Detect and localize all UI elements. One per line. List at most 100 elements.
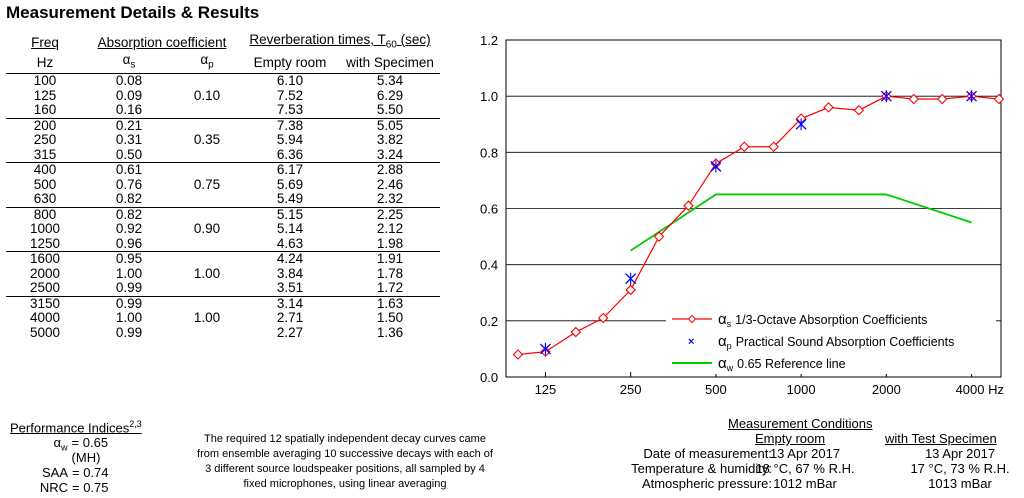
alpha-p-cell-empty (174, 251, 240, 267)
x-tick-label: 250 (620, 382, 642, 397)
alpha-s-point (993, 93, 1005, 105)
alpha-s-cell: 0.82 (84, 206, 174, 223)
performance-heading: Performance Indices2,3 (10, 419, 142, 436)
alpha-s-cell: 0.09 (115, 87, 143, 103)
alpha-p-point (710, 160, 722, 173)
measurement-table: Freq Absorption coefficient Reverberatio… (6, 32, 440, 341)
table-row: 2000 1.00 1.00 3.84 1.78 (6, 265, 440, 282)
empty-room-cell: 3.84 (276, 265, 304, 281)
y-tick-label: 0.2 (480, 314, 498, 329)
freq-cell: 315 (33, 146, 57, 162)
alpha-p-cell-empty (174, 206, 240, 223)
table-row: 1250 0.96 4.63 1.98 (6, 235, 440, 252)
alpha-p-cell: 0.90 (193, 221, 221, 237)
alpha-s-cell: 0.21 (84, 117, 174, 134)
alpha-p-point (880, 90, 892, 103)
empty-room-cell: 3.14 (240, 295, 340, 312)
x-tick-label: 125 (535, 382, 557, 397)
reverb-header: Reverberation times, T60 (sec) (249, 32, 431, 51)
empty-room-cell: 5.15 (240, 206, 340, 223)
freq-cell: 250 (33, 132, 57, 148)
with-specimen-cell: 1.50 (376, 310, 404, 326)
alpha-p-cell: 0.35 (193, 132, 221, 148)
freq-cell: 4000 (29, 310, 61, 326)
with-specimen-cell: 1.36 (376, 324, 404, 340)
alpha-s-cell: 0.76 (115, 176, 143, 192)
saa-row: SAA = 0.74 (41, 465, 109, 481)
freq-cell: 400 (6, 162, 84, 178)
alpha-p-cell-empty (174, 162, 240, 178)
table-row: 1000 0.92 0.90 5.14 2.12 (6, 222, 440, 237)
y-tick-label: 0.4 (480, 258, 498, 273)
with-specimen-cell: 5.50 (376, 102, 404, 118)
alpha-s-point (512, 349, 524, 360)
alpha-s-cell: 0.16 (115, 102, 143, 118)
with-specimen-cell: 1.98 (376, 235, 404, 251)
alpha-p-cell-empty (174, 295, 240, 312)
table-row: 250 0.31 0.35 5.94 3.82 (6, 133, 440, 148)
cond-specimen-value: 13 Apr 2017 (924, 446, 996, 461)
alpha-s-header: αs (122, 52, 136, 71)
freq-cell: 630 (33, 191, 57, 207)
table-row: 125 0.09 0.10 7.52 6.29 (6, 87, 440, 104)
with-specimen-cell: 2.12 (376, 221, 404, 237)
alpha-p-point (539, 342, 551, 355)
empty-room-cell: 2.71 (276, 310, 304, 326)
nrc-row: NRC = 0.75 (39, 480, 109, 496)
alpha-w-row: αw = 0.65 (MH) (53, 435, 109, 466)
alpha-w-line (630, 193, 972, 252)
alpha-p-header: αp (200, 52, 214, 71)
with-specimen-cell: 2.46 (376, 176, 404, 192)
with-specimen-header: with Specimen (346, 55, 434, 71)
freq-cell: 200 (6, 117, 84, 134)
empty-room-header: Empty room (253, 55, 327, 71)
table-row: 400 0.61 6.17 2.88 (6, 162, 440, 178)
freq-cell: 500 (33, 176, 57, 192)
table-row: 630 0.82 5.49 2.32 (6, 192, 440, 207)
with-specimen-cell: 5.05 (340, 117, 440, 134)
alpha-s-cell: 0.08 (84, 73, 174, 89)
table-row: 315 0.50 6.36 3.24 (6, 146, 440, 163)
alpha-p-cell: 0.10 (193, 87, 221, 103)
table-row: 2500 0.99 3.51 1.72 (6, 281, 440, 296)
alpha-s-cell: 0.96 (115, 235, 143, 251)
empty-room-cell: 6.36 (276, 146, 304, 162)
cond-empty-value: 18 °C, 67 % R.H. (755, 461, 855, 476)
alpha-s-cell: 0.31 (115, 132, 143, 148)
table-row: 4000 1.00 1.00 2.71 1.50 (6, 311, 440, 326)
cond-label: Temperature & humidity: (631, 461, 772, 476)
alpha-p-point (625, 272, 637, 285)
alpha-s-point (683, 200, 694, 211)
y-tick-label: 0.6 (480, 202, 498, 217)
x-tick-label: 1000 (787, 382, 816, 397)
empty-room-cell: 7.53 (276, 102, 304, 118)
hz-header: Hz (36, 55, 54, 71)
alpha-s-cell: 0.99 (115, 324, 143, 340)
empty-room-cell: 4.63 (276, 235, 304, 251)
freq-cell: 100 (6, 73, 84, 89)
cond-label: Atmospheric pressure: (641, 476, 772, 491)
alpha-s-point (768, 141, 779, 152)
alpha-s-point (908, 93, 920, 105)
measurement-note: The required 12 spatially independent de… (197, 433, 493, 490)
y-tick-label: 0.8 (480, 145, 498, 160)
cond-empty-header: Empty room (755, 431, 826, 446)
with-specimen-cell: 2.32 (376, 191, 404, 207)
with-specimen-cell: 1.91 (340, 251, 440, 267)
y-tick-label: 1.0 (480, 89, 498, 104)
table-row: 5000 0.99 2.27 1.36 (6, 324, 440, 341)
legend-label: αp Practical Sound Absorption Coefficient… (718, 333, 954, 351)
alpha-p-cell: 1.00 (193, 310, 221, 326)
empty-room-cell: 6.17 (240, 162, 340, 178)
with-specimen-cell: 3.24 (376, 146, 404, 162)
freq-cell: 5000 (29, 324, 61, 340)
alpha-s-cell: 1.00 (115, 310, 143, 326)
freq-cell: 1000 (29, 221, 61, 237)
with-specimen-cell: 1.78 (376, 265, 404, 281)
with-specimen-cell: 1.63 (340, 295, 440, 312)
x-tick-label: 500 (705, 382, 727, 397)
performance-indices: Performance Indices2,3 αw = 0.65 (MH) SAA… (10, 417, 142, 495)
freq-cell: 2000 (29, 265, 61, 281)
conditions-heading: Measurement Conditions (728, 416, 873, 431)
alpha-p-cell-empty (174, 117, 240, 134)
